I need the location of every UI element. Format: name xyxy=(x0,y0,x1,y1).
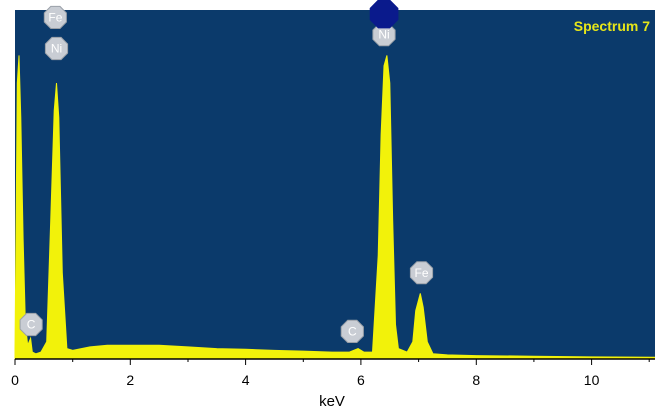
peak-label-c: C xyxy=(348,324,357,338)
spectrum-series-0 xyxy=(14,55,655,360)
x-tick-label: 4 xyxy=(242,372,250,388)
peak-marker-fe-0: Fe xyxy=(43,5,67,29)
x-tick-label: 6 xyxy=(357,372,365,388)
peak-label-ni: Ni xyxy=(378,28,389,42)
peak-label-ni: Ni xyxy=(51,42,62,56)
peak-marker-shape xyxy=(43,5,67,29)
x-tick-label: 10 xyxy=(584,372,600,388)
peak-marker-ni-1: Ni xyxy=(44,36,69,61)
peak-label-fe: Fe xyxy=(414,266,428,280)
x-tick-label: 2 xyxy=(126,372,134,388)
peak-marker-shape xyxy=(372,23,396,47)
peak-label-fe: Fe xyxy=(48,10,62,24)
plot-background xyxy=(15,10,655,359)
peak-marker-shape xyxy=(340,319,364,343)
x-tick-label: 8 xyxy=(472,372,480,388)
peak-marker-shape xyxy=(19,312,43,337)
peak-marker-shape xyxy=(44,36,69,61)
peak-marker-c-5: C xyxy=(19,312,43,337)
peak-marker-shape xyxy=(409,261,434,285)
peak-marker-fe-4: Fe xyxy=(409,261,434,285)
peak-marker-highlight-3 xyxy=(369,0,399,29)
x-tick-label: 0 xyxy=(11,372,19,388)
peak-marker-shape xyxy=(369,0,399,29)
peak-marker-c-6: C xyxy=(340,319,364,343)
peak-label-c: C xyxy=(27,318,36,332)
peak-marker-ni-2: Ni xyxy=(372,23,396,47)
spectrum-title: Spectrum 7 xyxy=(574,18,650,34)
x-axis-title: keV xyxy=(319,393,345,410)
